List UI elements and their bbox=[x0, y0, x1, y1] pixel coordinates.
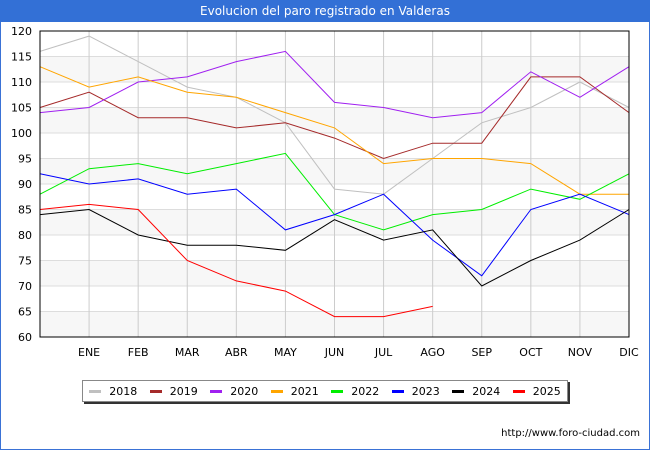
x-tick-label: JUN bbox=[324, 346, 345, 359]
x-tick-label: MAY bbox=[274, 346, 297, 359]
legend-label: 2019 bbox=[169, 384, 198, 398]
legend-swatch bbox=[89, 389, 102, 393]
x-tick-label: SEP bbox=[471, 346, 492, 359]
series-line-2023 bbox=[39, 173, 630, 277]
legend-label: 2020 bbox=[230, 384, 259, 398]
series-line-2025 bbox=[39, 203, 433, 318]
y-tick-label: 105 bbox=[11, 102, 32, 115]
y-tick-label: 95 bbox=[18, 153, 32, 166]
y-tick-label: 110 bbox=[11, 76, 32, 89]
x-tick-label: MAR bbox=[175, 346, 200, 359]
chart-title: Evolucion del paro registrado en Valdera… bbox=[0, 0, 650, 22]
legend-item-2025: 2025 bbox=[512, 384, 561, 398]
x-tick-label: ABR bbox=[225, 346, 248, 359]
legend-swatch bbox=[331, 389, 344, 393]
x-tick-label: FEB bbox=[128, 346, 149, 359]
y-tick-label: 80 bbox=[18, 229, 32, 242]
legend-swatch bbox=[391, 389, 404, 393]
y-tick-label: 60 bbox=[18, 331, 32, 344]
x-tick-label: DIC bbox=[619, 346, 639, 359]
series-lines bbox=[39, 35, 630, 318]
legend-swatch bbox=[210, 389, 223, 393]
legend-swatch bbox=[270, 389, 283, 393]
y-tick-label: 70 bbox=[18, 280, 32, 293]
legend-label: 2023 bbox=[411, 384, 440, 398]
x-tick-label: OCT bbox=[519, 346, 542, 359]
legend-item-2024: 2024 bbox=[452, 385, 500, 398]
x-tick-label: JUL bbox=[374, 346, 393, 359]
x-tick-label: NOV bbox=[568, 346, 593, 359]
legend-item-2021: 2021 bbox=[270, 384, 319, 398]
x-axis-ticks: ENE FEB MAR ABR MAY JUN JUL AGO SEP OCT NOV DIC bbox=[78, 346, 639, 359]
y-tick-label: 75 bbox=[18, 255, 32, 268]
series-line-2018 bbox=[39, 35, 630, 195]
legend-swatch bbox=[149, 389, 162, 393]
legend-item-2019: 2019 bbox=[149, 384, 198, 398]
y-tick-label: 65 bbox=[18, 306, 32, 319]
legend-swatch bbox=[452, 389, 465, 393]
legend-label: 2022 bbox=[351, 384, 380, 398]
legend: 2018 2019 2020 2021 2022 2023 2024 2025 bbox=[82, 380, 568, 402]
y-tick-label: 100 bbox=[11, 127, 32, 140]
legend-label: 2025 bbox=[532, 384, 561, 398]
series-line-2020 bbox=[39, 50, 630, 119]
series-line-2019 bbox=[39, 76, 630, 160]
y-tick-label: 120 bbox=[11, 25, 32, 38]
y-tick-label: 90 bbox=[18, 178, 32, 191]
legend-item-2023: 2023 bbox=[391, 384, 440, 398]
x-tick-label: ENE bbox=[78, 346, 100, 359]
legend-item-2020: 2020 bbox=[210, 385, 258, 398]
plot-area-border bbox=[39, 30, 630, 338]
legend-swatch bbox=[512, 389, 525, 393]
footer-url: http://www.foro-ciudad.com bbox=[501, 428, 640, 439]
legend-label: 2024 bbox=[472, 384, 501, 398]
y-tick-label: 115 bbox=[11, 51, 32, 64]
series-line-2024 bbox=[39, 208, 630, 287]
legend-label: 2021 bbox=[290, 384, 319, 398]
legend-label: 2018 bbox=[109, 384, 138, 398]
legend-item-2022: 2022 bbox=[331, 385, 379, 398]
x-tick-label: AGO bbox=[420, 346, 445, 359]
legend-item-2018: 2018 bbox=[89, 385, 137, 398]
y-axis-ticks: 60 65 70 75 80 85 90 95 100 105 110 115 120 bbox=[11, 25, 32, 344]
series-line-2021 bbox=[39, 66, 629, 195]
y-tick-label: 85 bbox=[18, 204, 32, 217]
